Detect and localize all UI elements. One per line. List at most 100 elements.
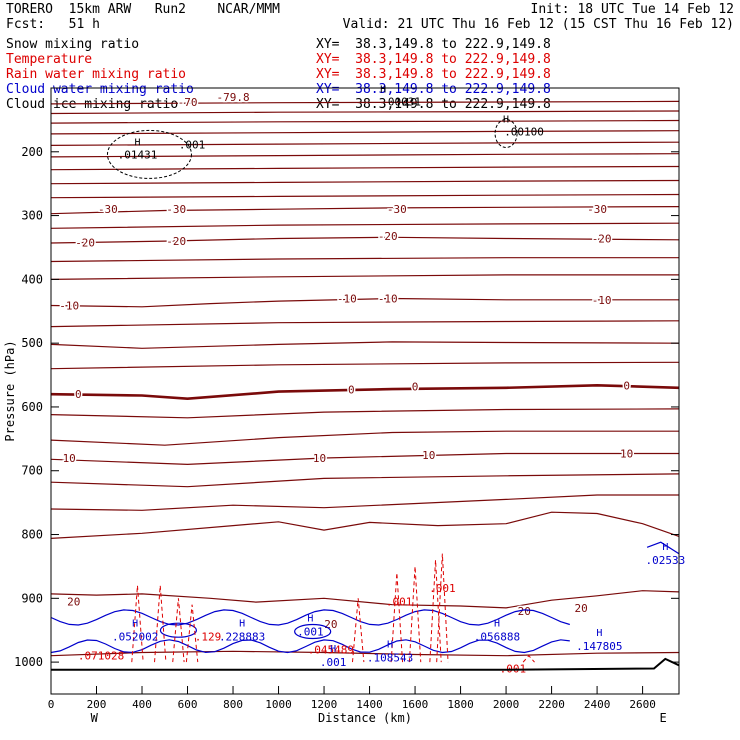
temperature-contour: [50, 408, 680, 419]
y-tick-label: 300: [21, 209, 43, 223]
cloud-water-max-marker: H: [596, 628, 602, 639]
temperature-contour: [50, 236, 680, 244]
contour-label: -70: [178, 96, 198, 109]
contour-label: -79.8: [216, 91, 249, 104]
cloud-water-max-marker: H: [330, 644, 336, 655]
x-tick-label: 1200: [311, 698, 338, 711]
cloud-water-max-marker: H: [132, 619, 138, 630]
cloud-water-max-label: .001: [320, 656, 347, 669]
cloud-ice-max-label: .00100: [504, 125, 544, 138]
temperature-contour: [50, 494, 679, 511]
contour-label: 0: [623, 379, 630, 392]
x-tick-label: 1000: [265, 698, 292, 711]
rain-max-label: .001: [386, 596, 413, 609]
contour-label: 0: [348, 384, 355, 397]
rain-contour: [522, 654, 535, 663]
rain-max-label: .001: [429, 582, 456, 595]
x-tick-label: 2400: [584, 698, 611, 711]
contour-label: 0: [75, 388, 82, 401]
temperature-contour: [50, 650, 680, 657]
x-tick-label: 2000: [493, 698, 520, 711]
x-tick-label: 2200: [538, 698, 565, 711]
rain-contour: [185, 604, 199, 663]
cloud-water-contour: [294, 623, 332, 640]
legend-rain: Rain water mixing ratio: [6, 67, 187, 82]
cloud-water-max-marker: H: [387, 640, 393, 651]
valid-time: Valid: 21 UTC Thu 16 Feb 12 (15 CST Thu …: [342, 17, 734, 32]
contour-label: 10: [63, 452, 76, 465]
y-tick-label: 600: [21, 400, 43, 414]
y-tick-label: 800: [21, 528, 43, 542]
contour-label: -10: [592, 294, 612, 307]
cloud-water-max-marker: H: [494, 619, 500, 630]
contour-label: 10: [422, 449, 435, 462]
init-time: Init: 18 UTC Tue 14 Feb 12: [530, 2, 735, 17]
cloud-water-contour: [50, 609, 570, 626]
contour-label: 20: [575, 602, 588, 615]
contour-label: -20: [166, 235, 186, 248]
cloud-ice-max-marker: H: [134, 137, 140, 148]
x-east-label: E: [659, 711, 666, 725]
cloud-water-max-marker: H: [662, 542, 668, 553]
temperature-contour: [50, 119, 680, 124]
cloud-water-max-label: .056888: [474, 631, 520, 644]
cloud-water-max-label: .052002: [112, 631, 158, 644]
x-tick-label: 1800: [447, 698, 474, 711]
x-tick-label: 0: [48, 698, 55, 711]
cloud-water-max-label: .02533: [645, 554, 685, 567]
temperature-contour: [50, 130, 680, 135]
x-axis-label: Distance (km): [318, 711, 412, 725]
legend-snow: Snow mixing ratio: [6, 37, 140, 52]
temperature-contour: [50, 473, 680, 488]
contour-label: 10: [620, 448, 633, 461]
cloud-water-max-label: .001: [297, 625, 324, 638]
temperature-contour: [50, 110, 680, 115]
x-tick-label: 2600: [629, 698, 656, 711]
x-tick-label: 1400: [356, 698, 383, 711]
rain-max-label: .129: [195, 631, 222, 644]
x-tick-label: 1600: [402, 698, 429, 711]
temperature-contour: [50, 383, 680, 401]
contour-label: -10: [59, 300, 79, 313]
cloud-water-max-marker: H: [239, 619, 245, 630]
model-title: TORERO 15km ARW Run2 NCAR/MMM: [6, 2, 280, 17]
temperature-contour: [50, 430, 679, 446]
temperature-contour: [50, 222, 680, 229]
contour-label: -30: [166, 203, 186, 216]
rain-contour: [131, 585, 144, 663]
cloud-water-max-marker: H: [307, 613, 313, 624]
rain-contour: [429, 560, 442, 663]
cloud-water-max-label: .108543: [367, 652, 413, 665]
cloud-water-contour: [646, 541, 680, 555]
temperature-contour: [50, 141, 680, 146]
y-tick-label: 200: [21, 145, 43, 159]
contour-label: -20: [378, 230, 398, 243]
rain-contour: [436, 553, 449, 663]
cloud-ice-contour-label: .001: [179, 139, 206, 152]
y-tick-label: 400: [21, 272, 43, 286]
contour-label: 20: [518, 605, 531, 618]
cloud-water-contour: [159, 622, 198, 638]
legend-temperature: Temperature: [6, 52, 93, 67]
contour-label: -30: [387, 203, 407, 216]
legend-cloudwater: Cloud water mixing ratio: [6, 82, 194, 97]
y-tick-label: 900: [21, 591, 43, 605]
temperature-contour: [50, 452, 679, 466]
temperature-contour: [50, 361, 680, 370]
legend-cloudwater-xy: XY= 38.3,149.8 to 222.9,149.8: [316, 82, 551, 97]
contour-label: 20: [324, 618, 337, 631]
cloud-ice-max-label: .00031: [381, 95, 421, 108]
temperature-contour: [50, 274, 679, 280]
cloud-ice-max-label: .01431: [118, 148, 158, 161]
rain-contour: [408, 566, 422, 663]
rain-contour: [172, 598, 185, 663]
cloud-ice-max-marker: H: [503, 114, 509, 125]
cloud-ice-max-marker: H: [380, 84, 386, 95]
cloud-water-max-label: .147805: [576, 640, 622, 653]
x-west-label: W: [91, 711, 99, 725]
y-tick-label: 1000: [14, 655, 43, 669]
contour-label: 0: [412, 381, 419, 394]
legend-temperature-xy: XY= 38.3,149.8 to 222.9,149.8: [316, 52, 551, 67]
temperature-contour: [50, 320, 680, 328]
